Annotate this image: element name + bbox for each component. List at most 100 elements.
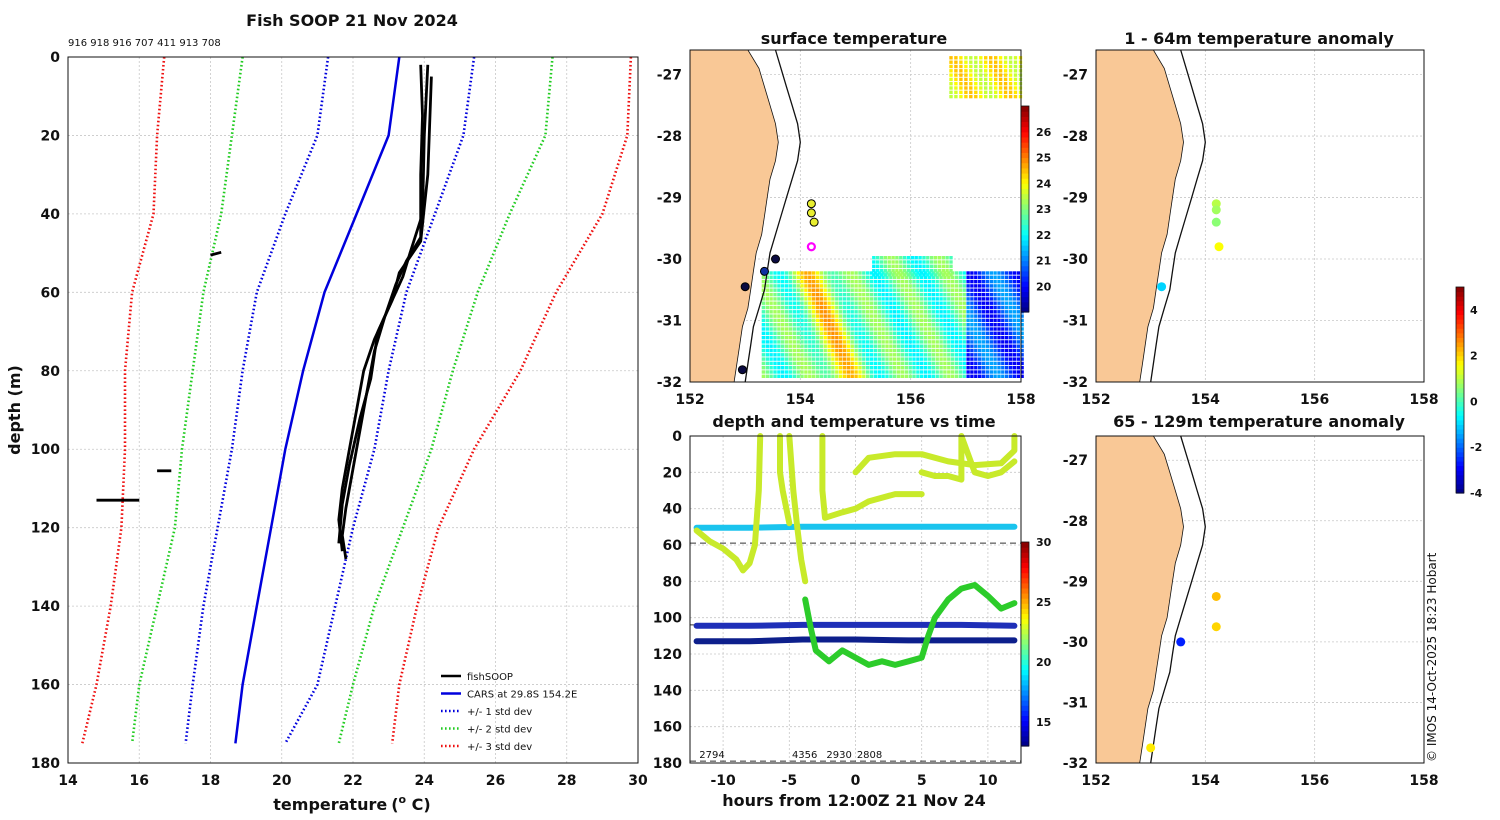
sst-pixel [862, 275, 866, 279]
sst-pixel [769, 279, 773, 284]
sst-pixel [877, 357, 881, 361]
sst-pixel [792, 344, 796, 348]
sst-pixel [939, 271, 943, 275]
sst-pixel [997, 357, 1001, 361]
sst-pixel [970, 292, 974, 297]
sst-pixel [838, 348, 843, 353]
sst-pixel [993, 353, 997, 357]
sst-pixel [858, 288, 862, 292]
sst-pixel [858, 357, 862, 361]
sst-pixel [970, 305, 974, 310]
sst-pixel [831, 361, 835, 366]
sst-pixel [879, 256, 884, 260]
map-ytick-label: -31 [657, 314, 682, 330]
sst-pixel [958, 323, 963, 327]
sst-pixel [815, 344, 820, 348]
sst-pixel [985, 353, 990, 357]
sst-pixel [1012, 284, 1017, 288]
sst-pixel [900, 323, 905, 327]
sst-pixel [978, 357, 982, 361]
sst-pixel [881, 323, 885, 327]
sst-pixel [881, 353, 885, 357]
sst-pixel [962, 305, 966, 310]
sst-pixel [974, 86, 978, 90]
sst-pixel [811, 310, 816, 314]
sst-pixel [926, 268, 930, 273]
sst-pixel [823, 340, 827, 344]
sst-pixel [796, 357, 800, 361]
sst-pixel [781, 284, 785, 288]
sst-pixel [916, 327, 920, 331]
sst-pixel [846, 340, 851, 344]
sst-pixel [950, 331, 955, 335]
sst-pixel [998, 86, 1003, 90]
sst-pixel [872, 260, 876, 264]
sst-pixel [850, 357, 854, 361]
time-colorbar-band [1021, 572, 1029, 579]
sst-pixel [954, 86, 958, 90]
sst-pixel [788, 305, 793, 310]
sst-pixel [896, 335, 901, 340]
sst-pixel [881, 370, 885, 374]
sst-pixel [997, 271, 1001, 275]
sst-pixel [966, 279, 970, 284]
sst-pixel [804, 301, 808, 305]
sst-pixel [906, 260, 911, 264]
sst-pixel [970, 348, 974, 353]
sst-station-marker [737, 365, 747, 375]
sst-pixel [872, 256, 876, 260]
sst-pixel [959, 69, 963, 73]
sst-pixel [862, 348, 866, 353]
sst-station-marker [740, 282, 750, 292]
sst-pixel [862, 310, 866, 314]
sst-pixel [984, 86, 988, 90]
sst-pixel [800, 271, 804, 275]
sst-pixel [1008, 327, 1013, 331]
sst-pixel [899, 268, 903, 273]
sst-pixel [827, 284, 831, 288]
sst-pixel [908, 292, 912, 297]
sst-pixel [927, 374, 932, 378]
sst-pixel [1012, 288, 1017, 292]
sst-pixel [777, 314, 781, 318]
sst-pixel [900, 331, 905, 335]
sst-pixel [985, 327, 990, 331]
sst-colorbar-band [1021, 162, 1029, 169]
anomaly-colorbar-tick: 4 [1470, 304, 1478, 317]
sst-pixel [966, 275, 970, 279]
sst-pixel [796, 288, 800, 292]
sst-pixel [950, 374, 955, 378]
sst-pixel [947, 305, 951, 310]
sst-pixel [796, 279, 800, 284]
sst-pixel [923, 318, 928, 323]
sst-pixel [908, 370, 912, 374]
sst-pixel [1012, 353, 1017, 357]
sst-pixel [978, 374, 982, 378]
anomaly-point [1146, 743, 1156, 753]
anomaly-colorbar-band [1456, 387, 1464, 393]
sst-pixel [873, 335, 878, 340]
sst-pixel [881, 340, 885, 344]
sst-pixel [939, 370, 943, 374]
sst-pixel [974, 374, 978, 378]
sst-pixel [896, 318, 901, 323]
sst-pixel [904, 275, 908, 279]
map-ytick-label: -31 [1063, 695, 1088, 711]
sst-pixel [1001, 305, 1005, 310]
sst-colorbar-band [1021, 198, 1029, 205]
sst-pixel [1020, 331, 1024, 335]
sst-pixel [1016, 275, 1020, 279]
sst-pixel [765, 370, 769, 374]
sst-pixel [1016, 305, 1020, 310]
map-ytick-label: -27 [1063, 453, 1088, 469]
sst-pixel [1005, 297, 1009, 301]
time-ytick-label: 100 [653, 611, 682, 627]
sst-pixel [969, 73, 973, 77]
sst-pixel [1012, 301, 1017, 305]
sst-pixel [1008, 297, 1013, 301]
anomaly-colorbar-band [1456, 323, 1464, 329]
sst-pixel [985, 314, 990, 318]
sst-pixel [823, 275, 827, 279]
sst-pixel [994, 82, 998, 86]
